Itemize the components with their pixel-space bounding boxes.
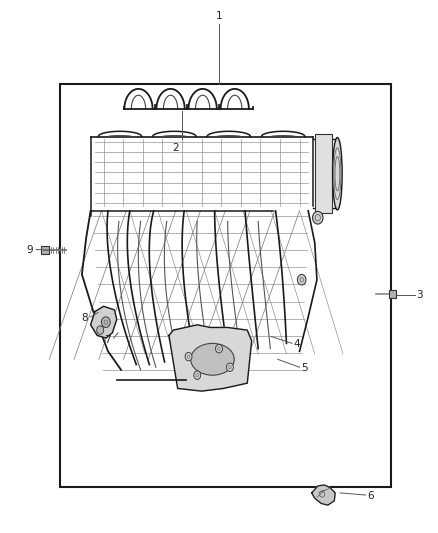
- Text: 3: 3: [417, 289, 423, 300]
- Polygon shape: [169, 325, 252, 391]
- Polygon shape: [312, 485, 335, 505]
- Polygon shape: [91, 306, 117, 338]
- Circle shape: [313, 212, 323, 224]
- Ellipse shape: [332, 138, 342, 210]
- Text: 6: 6: [367, 490, 374, 500]
- Text: 8: 8: [81, 313, 88, 323]
- Bar: [42, 246, 49, 254]
- Circle shape: [215, 344, 223, 353]
- Bar: [60, 84, 391, 487]
- Circle shape: [97, 326, 104, 334]
- Bar: [389, 290, 396, 298]
- Text: 9: 9: [27, 245, 33, 255]
- Text: 7: 7: [104, 335, 111, 345]
- Bar: [315, 134, 332, 214]
- Circle shape: [194, 371, 201, 379]
- Text: 2: 2: [172, 143, 179, 153]
- Text: 4: 4: [294, 340, 300, 350]
- Text: 5: 5: [301, 364, 308, 373]
- Text: 1: 1: [215, 11, 223, 21]
- Circle shape: [185, 352, 192, 361]
- Circle shape: [297, 274, 306, 285]
- Ellipse shape: [191, 343, 234, 375]
- Circle shape: [102, 317, 110, 327]
- Circle shape: [226, 363, 233, 372]
